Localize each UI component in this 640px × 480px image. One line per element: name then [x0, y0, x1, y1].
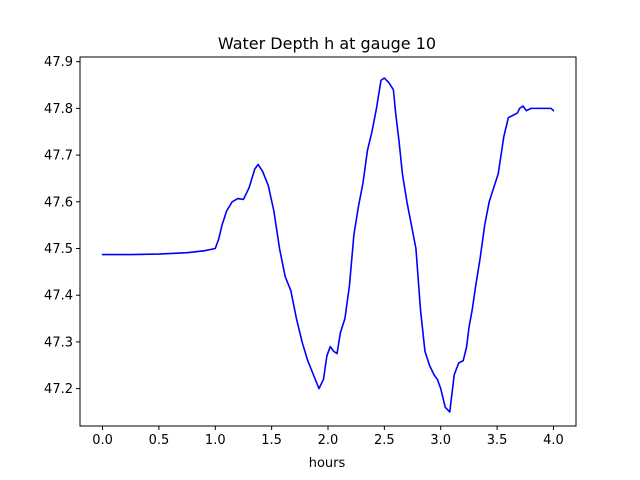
y-tick-label: 47.7	[44, 149, 73, 164]
x-tick-label: 4.0	[543, 433, 564, 448]
x-axis-label: hours	[309, 456, 346, 471]
x-tick-label: 1.5	[261, 433, 282, 448]
x-tick-label: 2.5	[374, 433, 395, 448]
x-tick-label: 3.5	[487, 433, 508, 448]
x-tick-label: 2.0	[318, 433, 339, 448]
chart-title: Water Depth h at gauge 10	[218, 34, 436, 53]
y-tick-label: 47.3	[44, 335, 73, 350]
x-tick-label: 0.5	[149, 433, 170, 448]
y-tick-label: 47.2	[44, 382, 73, 397]
y-tick-label: 47.8	[44, 102, 73, 117]
y-tick-label: 47.5	[44, 242, 73, 257]
y-tick-label: 47.9	[44, 55, 73, 70]
x-tick-label: 0.0	[92, 433, 113, 448]
x-tick-label: 1.0	[205, 433, 226, 448]
y-tick-label: 47.4	[44, 289, 73, 304]
series-line-0	[101, 77, 555, 413]
axes: 0.0 0.5 1.0 1.5 2.0 2.5 3.0 3.5 4.0 47.2 47.3 47.4 4…	[44, 55, 577, 448]
x-tick-label: 3.0	[430, 433, 451, 448]
plot-area	[101, 77, 555, 413]
y-tick-label: 47.6	[44, 195, 73, 210]
